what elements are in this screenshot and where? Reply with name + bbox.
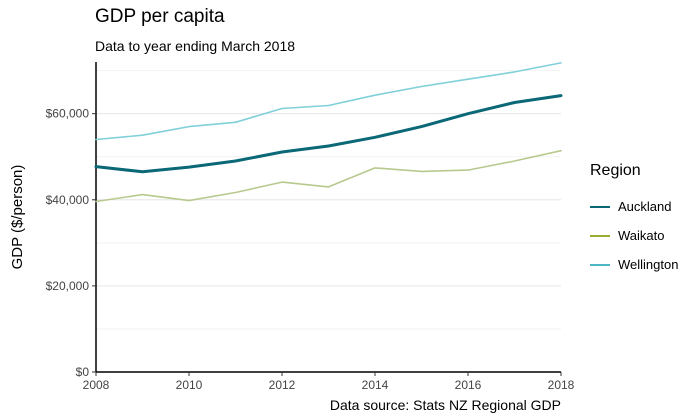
- chart-caption: Data source: Stats NZ Regional GDP: [329, 397, 561, 413]
- legend-title: Region: [590, 162, 641, 179]
- y-axis-title: GDP ($/person): [9, 165, 26, 270]
- legend-key-wellington: [590, 263, 610, 266]
- chart-title: GDP per capita: [95, 6, 225, 27]
- y-tick-label: $20,000: [46, 279, 90, 293]
- series-line-wellington: [95, 62, 562, 141]
- chart-subtitle: Data to year ending March 2018: [95, 38, 296, 54]
- series-line-waikato: [95, 149, 562, 203]
- y-tick-label: $40,000: [46, 193, 90, 207]
- x-tick-label: 2010: [176, 378, 203, 392]
- legend-label-auckland: Auckland: [618, 199, 672, 214]
- legend-label-waikato: Waikato: [618, 228, 665, 243]
- x-tick-label: 2018: [548, 378, 575, 392]
- x-tick-label: 2012: [269, 378, 296, 392]
- legend-item-wellington: Wellington: [590, 250, 678, 279]
- legend-item-auckland: Auckland: [590, 192, 678, 221]
- y-tick-label: $0: [76, 365, 90, 379]
- legend-label-wellington: Wellington: [618, 257, 679, 272]
- x-tick-label: 2014: [362, 378, 389, 392]
- legend-key-auckland: [590, 205, 610, 208]
- legend-item-waikato: Waikato: [590, 221, 678, 250]
- x-tick-label: 2008: [83, 378, 110, 392]
- series-line-auckland: [94, 94, 563, 174]
- x-tick-label: 2016: [455, 378, 482, 392]
- legend-key-waikato: [590, 234, 610, 237]
- legend: Region Auckland Waikato Wellington: [590, 162, 678, 279]
- y-tick-label: $60,000: [46, 107, 90, 121]
